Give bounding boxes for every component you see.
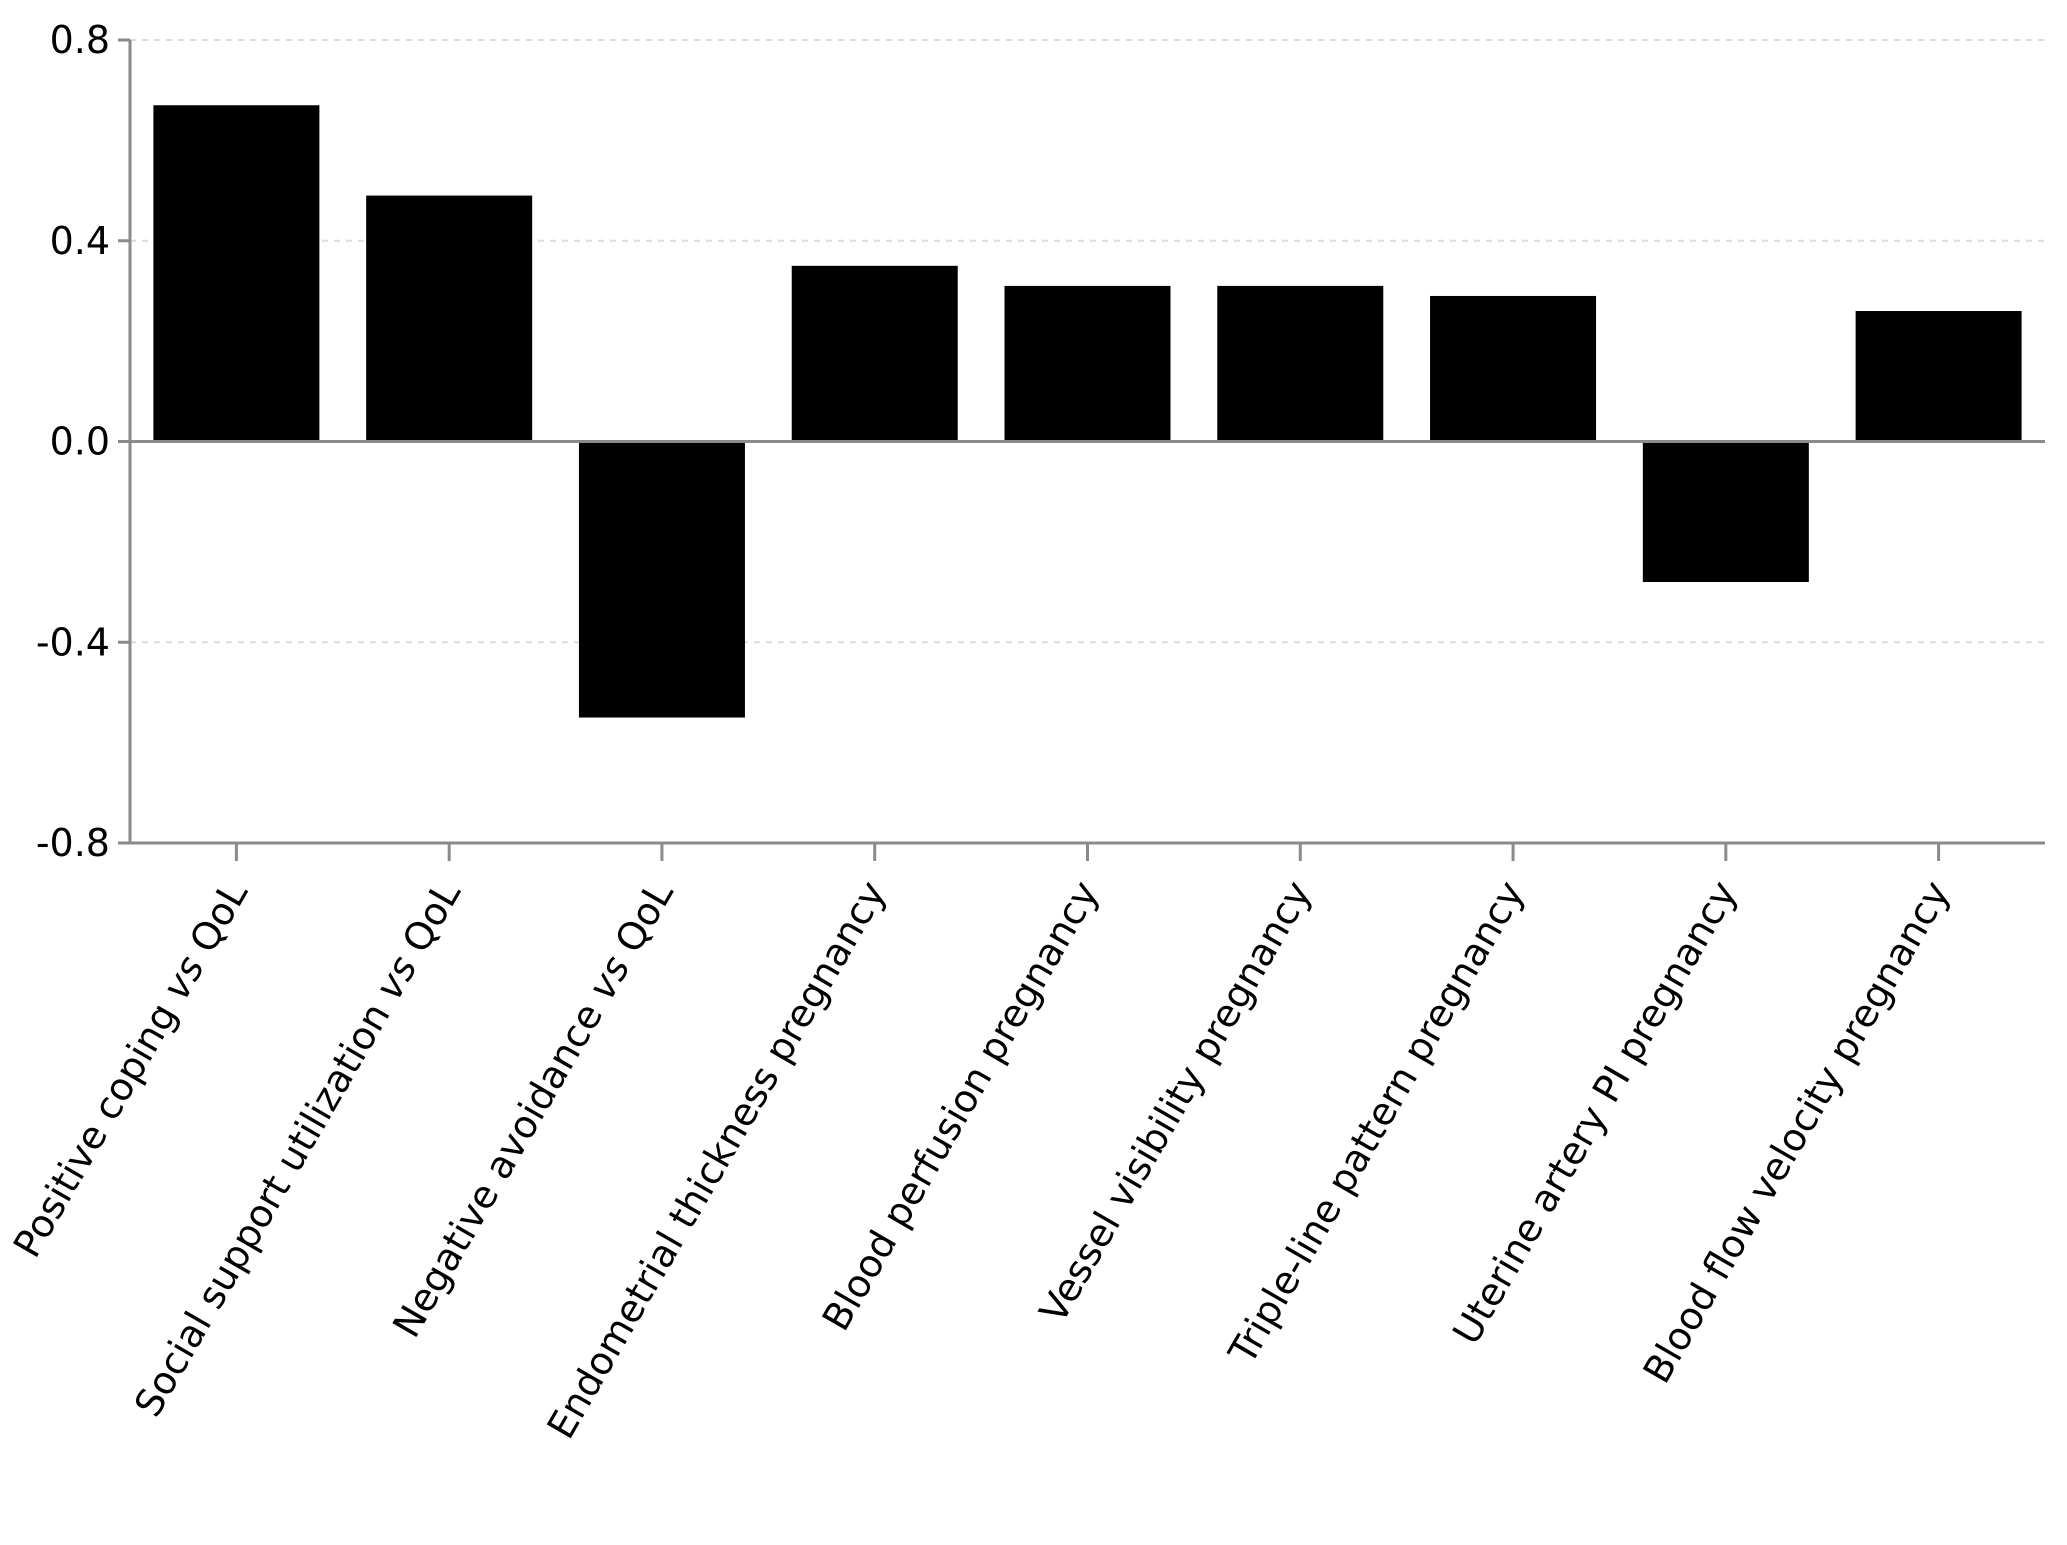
y-tick-label: -0.8 <box>36 821 110 865</box>
bar <box>1642 441 1809 583</box>
x-tick-label: Positive coping vs QoL <box>5 874 256 1265</box>
y-tick-label: 0.8 <box>50 18 110 62</box>
x-tick-label-part: Endometrial thickness pregnancy <box>539 873 895 1446</box>
bar <box>153 105 320 442</box>
y-tick-label: 0.4 <box>50 219 110 263</box>
bar <box>1430 295 1597 442</box>
x-tick-label-part: Social support utilization <box>126 985 405 1424</box>
bar <box>1217 285 1384 442</box>
x-tick-label-part: QoL <box>600 874 681 971</box>
bars <box>153 105 2022 718</box>
bar <box>366 195 533 442</box>
bar <box>578 441 745 718</box>
bar <box>1004 285 1171 442</box>
bar <box>1855 311 2022 442</box>
x-tick-label: Endometrial thickness pregnancy <box>539 873 895 1446</box>
x-tick-label-part: Negative avoidance <box>384 985 617 1345</box>
y-tick-label: -0.4 <box>36 620 110 664</box>
x-tick-label-part: Positive coping <box>5 985 192 1265</box>
x-tick-label-part: QoL <box>175 874 256 971</box>
y-tick-label: 0.0 <box>50 420 110 464</box>
x-tick-label-part: QoL <box>388 874 469 971</box>
axes <box>118 38 2045 861</box>
bar <box>791 265 958 442</box>
